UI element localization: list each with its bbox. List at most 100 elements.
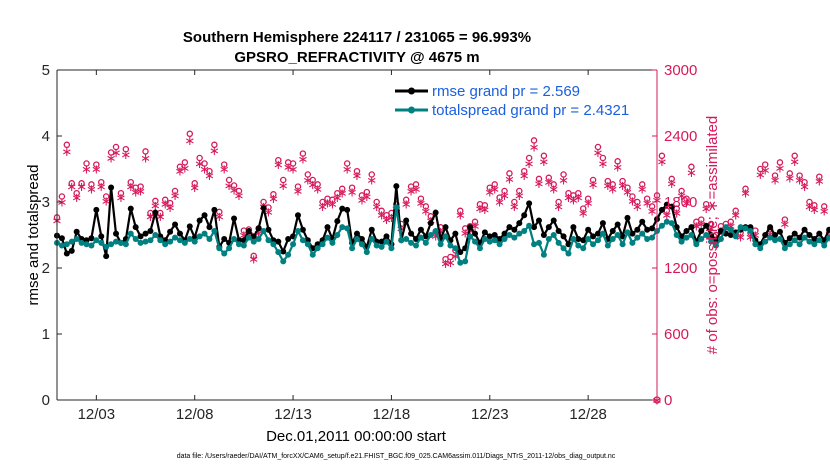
obs-assimilated-point: ∗ — [106, 152, 117, 167]
totalspread-point — [413, 242, 420, 249]
rmse-point — [172, 221, 179, 228]
obs-assimilated-point: ∗ — [81, 163, 92, 178]
rmse-point — [767, 224, 774, 231]
totalspread-point — [304, 241, 311, 248]
rmse-point — [211, 206, 218, 213]
rmse-point — [294, 212, 301, 219]
legend: rmse grand pr = 2.569 totalspread grand … — [395, 83, 629, 119]
obs-possible-point — [678, 187, 685, 195]
totalspread-point — [334, 232, 341, 238]
obs-possible-point — [776, 159, 784, 166]
rmse-point — [629, 230, 636, 237]
obs-assimilated-point: ∗ — [656, 155, 667, 170]
obs-possible-point — [506, 170, 513, 177]
rmse-point — [540, 232, 547, 238]
totalspread-point — [486, 238, 493, 245]
totalspread-point — [408, 239, 415, 246]
totalspread-point — [393, 204, 400, 211]
totalspread-point — [127, 230, 134, 237]
x-tick-label: 12/08 — [176, 406, 214, 423]
totalspread-point — [752, 241, 759, 248]
rmse-point — [408, 230, 415, 237]
totalspread-point — [221, 250, 228, 257]
obs-assimilated-point: ∗ — [91, 163, 102, 178]
rmse-point — [58, 235, 65, 242]
obs-assimilated-point: ∗ — [238, 229, 249, 244]
obs-assimilated-point: ∗ — [607, 182, 618, 197]
totalspread-point — [373, 242, 380, 249]
obs-assimilated-point: ∗ — [612, 160, 623, 175]
obs-assimilated-point: ∗ — [578, 207, 589, 222]
totalspread-point — [540, 251, 547, 258]
rmse-point — [811, 235, 818, 242]
obs-assimilated-point: ∗ — [701, 202, 712, 217]
totalspread-point — [496, 241, 503, 248]
totalspread-point — [250, 238, 257, 245]
rmse-point — [644, 226, 651, 233]
obs-possible-point — [343, 160, 351, 167]
totalspread-point — [826, 234, 830, 241]
obs-possible-point — [599, 154, 607, 162]
obs-assimilated-point: ∗ — [543, 176, 554, 191]
totalspread-point — [132, 235, 139, 242]
rmse-point — [196, 217, 203, 224]
obs-assimilated-point: ∗ — [293, 185, 304, 200]
x-tick-label: 12/18 — [373, 406, 411, 423]
totalspread-point — [717, 235, 724, 242]
obs-assimilated-point: ∗ — [263, 205, 274, 220]
obs-assimilated-point: ∗ — [214, 210, 225, 225]
totalspread-point — [176, 237, 183, 244]
obs-assimilated-point: ∗ — [770, 174, 781, 189]
legend-totalspread-label: totalspread grand pr = 2.4321 — [432, 102, 629, 119]
rmse-point — [511, 226, 518, 233]
obs-assimilated-point: ∗ — [524, 157, 535, 172]
totalspread-point — [191, 238, 198, 245]
obs-assimilated-point: ∗ — [470, 220, 481, 235]
totalspread-point — [255, 235, 262, 242]
obs-assimilated-point: ∗ — [302, 174, 313, 189]
obs-assimilated-point: ∗ — [794, 174, 805, 189]
obs-assimilated-point: ∗ — [450, 249, 461, 264]
obs-assimilated-point: ∗ — [66, 180, 77, 195]
totalspread-point — [368, 235, 375, 242]
obs-assimilated-point: ∗ — [179, 161, 190, 176]
obs-possible-point — [112, 143, 120, 151]
obs-possible-point — [152, 197, 159, 205]
obs-possible-point — [353, 167, 361, 175]
obs-possible-point — [58, 193, 66, 200]
rmse-point — [634, 226, 641, 233]
obs-possible-point — [235, 187, 243, 195]
totalspread-point — [688, 232, 695, 238]
rmse-point — [452, 230, 459, 237]
rmse-point — [786, 235, 793, 242]
obs-assimilated-point: ∗ — [189, 181, 200, 196]
obs-assimilated-point: ∗ — [666, 177, 677, 192]
obs-assimilated-point: ∗ — [779, 218, 790, 233]
obs-assimilated-point: ∗ — [229, 183, 240, 198]
totalspread-point — [270, 241, 277, 248]
rmse-point — [403, 217, 410, 224]
obs-possible-point — [314, 181, 321, 188]
totalspread-point — [309, 251, 316, 258]
rmse-point — [599, 220, 606, 227]
obs-possible-point — [230, 182, 238, 189]
plot-area: ∗∗∗∗∗∗∗∗∗∗∗∗∗∗∗∗∗∗∗∗∗∗∗∗∗∗∗∗∗∗∗∗∗∗∗∗∗∗∗∗… — [42, 62, 830, 423]
obs-possible-point — [78, 180, 85, 187]
obs-possible-point — [422, 203, 430, 210]
x-axis-label: Dec.01,2011 00:00:00 start — [266, 428, 447, 445]
obs-assimilated-point: ∗ — [184, 134, 195, 149]
totalspread-point — [767, 234, 774, 241]
totalspread-point — [531, 241, 538, 248]
totalspread-point — [550, 232, 557, 238]
y2-tick-label: 600 — [664, 326, 689, 343]
totalspread-point — [117, 239, 124, 246]
obs-assimilated-point: ∗ — [317, 200, 328, 215]
obs-assimilated-point: ∗ — [514, 189, 525, 204]
totalspread-point — [285, 251, 292, 258]
rmse-point — [265, 226, 272, 233]
obs-possible-point — [811, 202, 818, 209]
obs-possible-point — [638, 181, 646, 188]
totalspread-point — [108, 241, 115, 248]
rmse-point — [255, 225, 262, 232]
obs-assimilated-point: ∗ — [455, 209, 466, 224]
